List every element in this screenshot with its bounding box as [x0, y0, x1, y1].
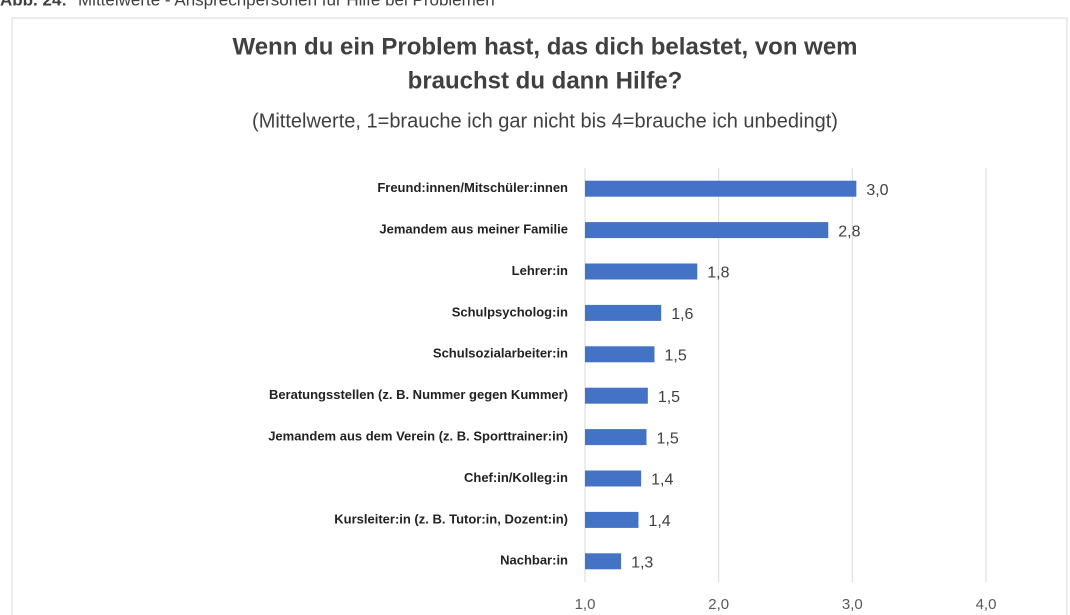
- y-tick-label: Kursleiter:in (z. B. Tutor:in, Dozent:in…: [334, 511, 568, 526]
- x-tick-label: 3,0: [842, 596, 863, 613]
- data-label: 1,3: [631, 555, 653, 572]
- data-label: 1,8: [707, 265, 729, 282]
- data-label: 1,4: [648, 513, 670, 530]
- bar: [585, 304, 662, 321]
- y-tick-label: Beratungsstellen (z. B. Nummer gegen Kum…: [269, 387, 568, 402]
- x-tick-label: 4,0: [976, 596, 997, 613]
- data-label: 1,6: [671, 306, 693, 323]
- y-tick-label: Freund:innen/Mitschüler:innen: [377, 180, 568, 195]
- data-label: 1,5: [658, 389, 680, 406]
- x-tick-label: 2,0: [708, 596, 729, 613]
- chart-title: brauchst du dann Hilfe?: [408, 67, 683, 94]
- y-tick-label: Jemandem aus dem Verein (z. B. Sporttrai…: [268, 429, 568, 444]
- y-tick-label: Nachbar:in: [500, 553, 568, 568]
- caption-text: Mittelwerte - Ansprechpersonen für Hilfe…: [78, 0, 495, 9]
- data-label: 1,5: [656, 430, 678, 447]
- bar: [585, 222, 829, 239]
- bar: [585, 387, 648, 404]
- chart-frame: [11, 17, 1068, 615]
- bar: [585, 180, 857, 197]
- data-label: 3,0: [866, 182, 888, 199]
- chart-title: Wenn du ein Problem hast, das dich belas…: [232, 33, 857, 60]
- y-tick-label: Jemandem aus meiner Familie: [379, 222, 568, 237]
- data-label: 2,8: [838, 223, 860, 240]
- y-tick-label: Schulsozialarbeiter:in: [433, 346, 568, 361]
- caption-label: Abb. 24:: [0, 0, 67, 9]
- bar: [585, 511, 639, 528]
- bar: [585, 470, 642, 487]
- x-tick-label: 1,0: [575, 596, 596, 613]
- bar: [585, 429, 647, 446]
- chart-subtitle: (Mittelwerte, 1=brauche ich gar nicht bi…: [252, 110, 838, 132]
- y-tick-label: Chef:in/Kolleg:in: [464, 470, 568, 485]
- bar: [585, 553, 622, 570]
- y-tick-label: Schulpsycholog:in: [452, 304, 568, 319]
- bar: [585, 263, 698, 280]
- data-label: 1,4: [651, 472, 673, 489]
- bar: [585, 346, 655, 363]
- y-tick-label: Lehrer:in: [512, 263, 568, 278]
- data-label: 1,5: [665, 348, 687, 365]
